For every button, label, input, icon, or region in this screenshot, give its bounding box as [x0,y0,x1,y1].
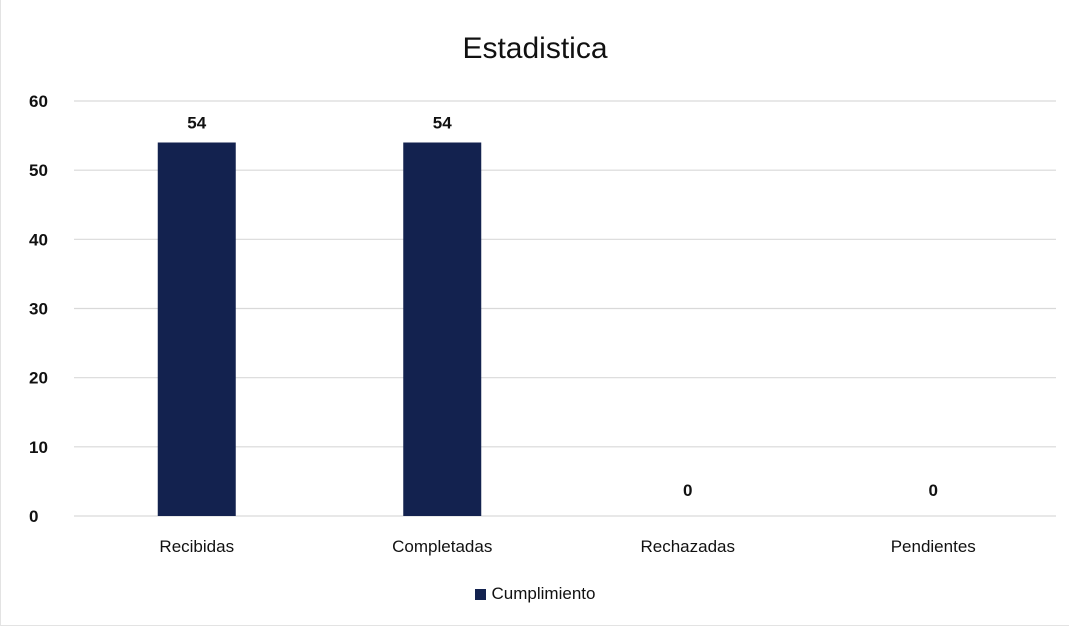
y-tick-label: 30 [29,300,48,319]
y-tick-label: 60 [29,92,48,111]
y-tick-label: 40 [29,230,48,249]
y-tick-label: 50 [29,161,48,180]
x-tick-label: Recibidas [159,537,234,556]
x-tick-label: Pendientes [891,537,976,556]
data-label: 54 [187,114,206,133]
legend-swatch [474,588,486,600]
legend: Cumplimiento [1,584,1069,604]
y-tick-label: 20 [29,369,48,388]
x-tick-label: Rechazadas [640,537,735,556]
data-label: 54 [433,114,452,133]
chart-title: Estadistica [462,32,608,65]
y-tick-label: 0 [29,507,38,526]
data-label: 0 [683,481,692,500]
bar [403,142,482,516]
bar [157,142,236,516]
y-tick-label: 10 [29,438,48,457]
data-label: 0 [929,481,938,500]
legend-label: Cumplimiento [491,584,596,603]
x-tick-label: Completadas [392,537,492,556]
